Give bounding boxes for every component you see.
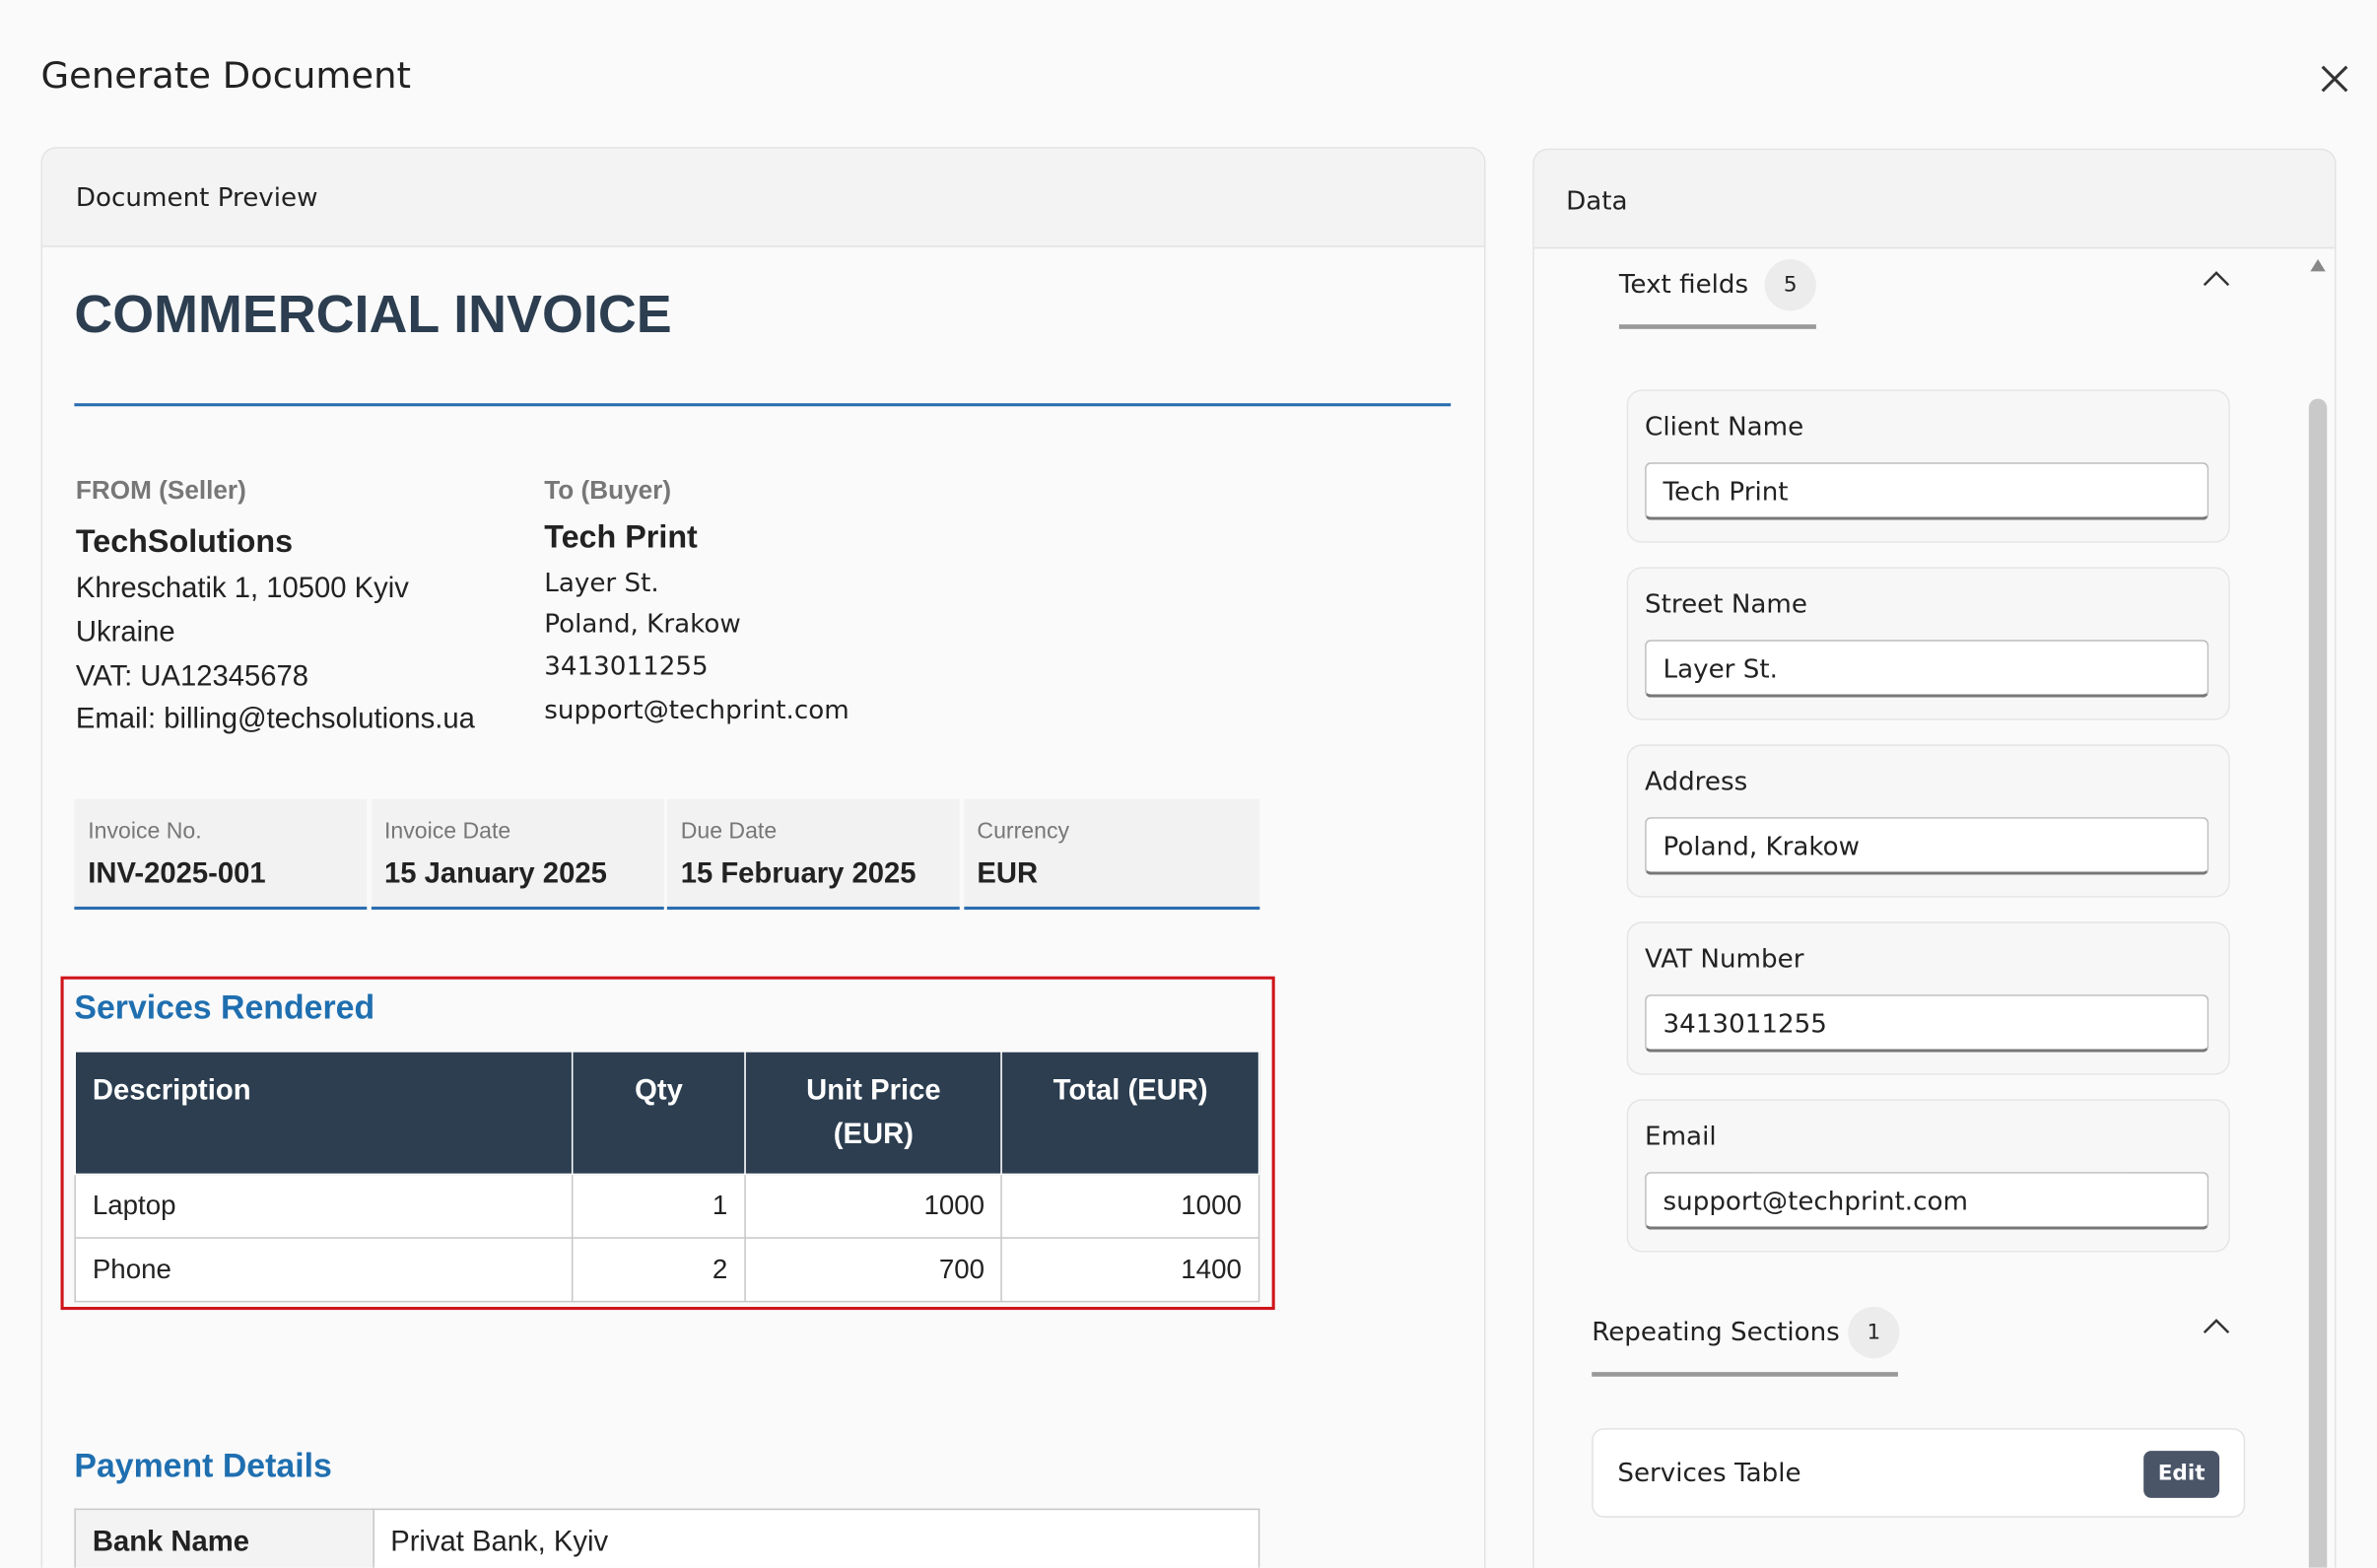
field-label: VAT Number	[1645, 944, 1804, 976]
count-badge: 1	[1848, 1307, 1900, 1359]
meta-label: Currency	[977, 818, 1070, 845]
collapse-toggle[interactable]	[2202, 268, 2232, 290]
section-title[interactable]: Text fields	[1618, 269, 1749, 301]
field-label: Address	[1645, 767, 1748, 798]
services-table: Description Qty Unit Price (EUR) Total (EUR…	[74, 1051, 1260, 1303]
meta-cell: Invoice No. INV-2025-001	[74, 798, 368, 910]
field-card: VAT Number 3413011255	[1626, 921, 2230, 1075]
meta-cell: Currency EUR	[963, 798, 1259, 910]
table-cell: Laptop	[74, 1173, 574, 1239]
column-header: Unit Price (EUR)	[744, 1051, 1003, 1176]
meta-cell: Due Date 15 February 2025	[666, 798, 960, 910]
table-cell: Privat Bank, Kyiv	[372, 1508, 1260, 1568]
meta-label: Due Date	[680, 818, 778, 845]
field-label: Email	[1645, 1122, 1717, 1153]
table-cell: Phone	[74, 1237, 574, 1303]
table-cell: Bank Name	[74, 1508, 374, 1568]
table-cell: 1400	[1001, 1237, 1260, 1303]
count-badge: 5	[1764, 259, 1816, 311]
table-row: Phone 2 700 1400	[74, 1237, 1260, 1303]
meta-value: 15 January 2025	[383, 857, 607, 890]
seller-line: Email: billing@techsolutions.ua	[75, 703, 475, 736]
meta-cell: Invoice Date 15 January 2025	[371, 798, 664, 910]
invoice-title: COMMERCIAL INVOICE	[74, 285, 672, 345]
table-cell: 1000	[744, 1173, 1003, 1239]
payment-table: Bank Name Privat Bank, Kyiv	[74, 1508, 1260, 1568]
data-header	[1533, 150, 2335, 249]
table-cell: 1	[572, 1173, 746, 1239]
meta-label: Invoice No.	[88, 818, 202, 845]
buyer-line: support@techprint.com	[544, 696, 849, 726]
highlight-box	[60, 976, 1275, 1311]
meta-value: EUR	[977, 857, 1039, 890]
tab-underline	[1618, 324, 1816, 329]
text-input[interactable]: Layer St.	[1645, 640, 2209, 698]
buyer-name: Tech Print	[544, 519, 698, 556]
header-row: Description Qty Unit Price (EUR) Total (EUR…	[74, 1051, 1260, 1176]
column-header: Description	[74, 1051, 574, 1176]
dialog-title: Generate Document	[40, 54, 411, 98]
text-input[interactable]: support@techprint.com	[1645, 1172, 2209, 1230]
payment-title: Payment Details	[74, 1446, 332, 1484]
seller-line: Khreschatik 1, 10500 Kyiv	[75, 573, 409, 605]
scrollbar-thumb[interactable]	[2308, 398, 2328, 1568]
field-label: Street Name	[1645, 589, 1807, 621]
field-label: Client Name	[1645, 412, 1804, 443]
repeating-name: Services Table	[1617, 1458, 1801, 1489]
edit-button[interactable]: Edit	[2143, 1451, 2220, 1498]
tab-underline	[1592, 1372, 1898, 1377]
seller-line: Ukraine	[75, 617, 175, 649]
field-card: Street Name Layer St.	[1626, 567, 2230, 720]
column-header: Total (EUR)	[1001, 1051, 1260, 1176]
close-button[interactable]	[2318, 62, 2351, 96]
field-card: Client Name Tech Print	[1626, 389, 2230, 543]
field-card: Address Poland, Krakow	[1626, 744, 2230, 898]
table-cell: 2	[572, 1237, 746, 1303]
field-card: Email support@techprint.com	[1626, 1099, 2230, 1253]
text-input[interactable]: Tech Print	[1645, 462, 2209, 520]
seller-name: TechSolutions	[75, 524, 294, 560]
preview-header	[42, 148, 1484, 247]
buyer-label: To (Buyer)	[544, 476, 672, 506]
scroll-up[interactable]	[2309, 256, 2327, 274]
table-row: Bank Name Privat Bank, Kyiv	[74, 1508, 1260, 1568]
data-title: Data	[1566, 186, 1628, 217]
buyer-line: Poland, Krakow	[544, 609, 741, 641]
buyer-line: 3413011255	[544, 651, 709, 683]
seller-label: FROM (Seller)	[75, 476, 246, 506]
seller-line: VAT: UA12345678	[75, 660, 309, 694]
preview-title: Document Preview	[75, 183, 318, 214]
buyer-line: Layer St.	[544, 568, 659, 599]
meta-value: INV-2025-001	[88, 857, 266, 890]
table-cell: 1000	[1001, 1173, 1260, 1239]
collapse-toggle[interactable]	[2202, 1316, 2232, 1337]
meta-value: 15 February 2025	[680, 857, 917, 890]
divider	[74, 403, 1452, 407]
section-title[interactable]: Repeating Sections	[1592, 1317, 1840, 1348]
text-input[interactable]: 3413011255	[1645, 994, 2209, 1053]
column-header: Qty	[572, 1051, 746, 1176]
text-input[interactable]: Poland, Krakow	[1645, 817, 2209, 875]
repeating-card: Services Table Edit	[1592, 1428, 2246, 1518]
table-row: Laptop 1 1000 1000	[74, 1173, 1260, 1239]
table-cell: 700	[744, 1237, 1003, 1303]
services-title: Services Rendered	[74, 988, 375, 1027]
meta-label: Invoice Date	[383, 818, 511, 845]
